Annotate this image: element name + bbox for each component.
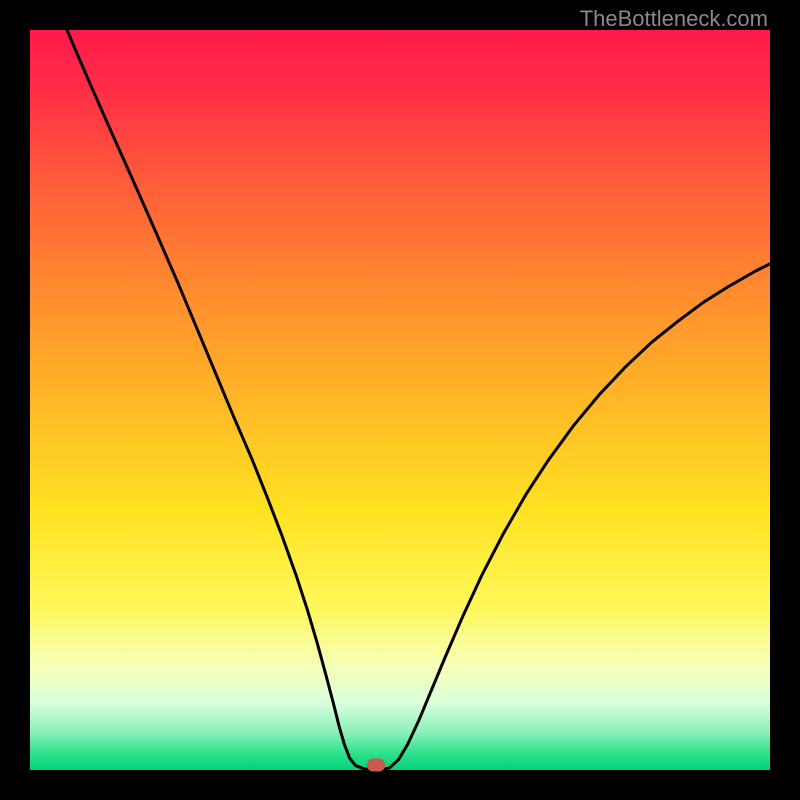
curve-layer — [30, 30, 770, 770]
bottleneck-curve — [67, 30, 770, 770]
watermark-text: TheBottleneck.com — [580, 6, 768, 32]
plot-area — [30, 30, 770, 770]
bottleneck-marker — [367, 758, 385, 771]
